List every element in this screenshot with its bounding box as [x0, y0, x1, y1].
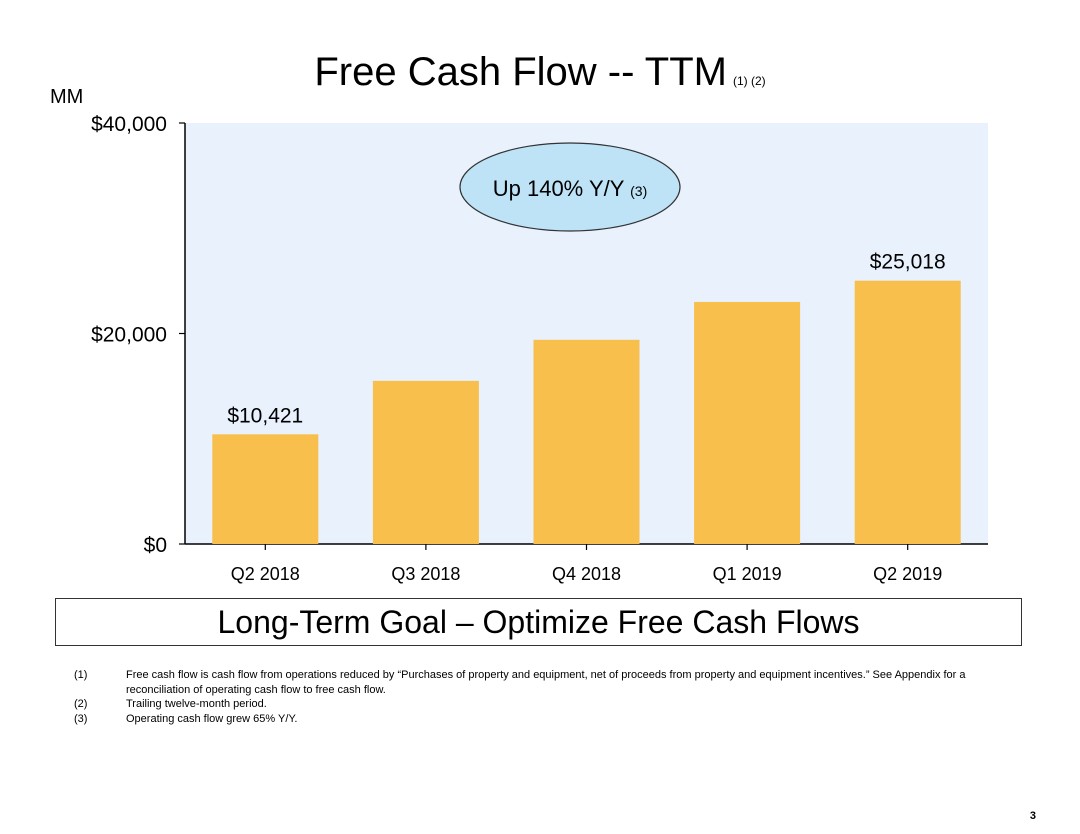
footnote: (3) Operating cash flow grew 65% Y/Y. — [74, 712, 1024, 727]
bar — [533, 339, 640, 544]
bar — [694, 301, 801, 544]
callout-main-text: Up 140% Y/Y — [493, 176, 630, 201]
data-label: $25,018 — [870, 251, 946, 274]
footnote: (2) Trailing twelve-month period. — [74, 697, 1024, 712]
footnote-text: Trailing twelve-month period. — [126, 698, 267, 710]
x-tick-label: Q1 2019 — [713, 564, 782, 584]
page-number: 3 — [1029, 810, 1036, 822]
y-tick-label: $40,000 — [91, 113, 167, 136]
footnote-number: (2) — [74, 698, 88, 710]
x-tick-label: Q2 2019 — [873, 564, 942, 584]
chart-title: Free Cash Flow -- TTM (1) (2) — [0, 50, 1080, 95]
chart-title-text: Free Cash Flow -- TTM — [314, 50, 727, 94]
footnote: (1) Free cash flow is cash flow from ope… — [74, 668, 1024, 697]
goal-box: Long-Term Goal – Optimize Free Cash Flow… — [55, 598, 1022, 646]
bar — [854, 280, 961, 544]
x-tick-label: Q2 2018 — [231, 564, 300, 584]
bar — [372, 380, 479, 544]
title-footnote-refs: (1) (2) — [732, 74, 766, 88]
callout-text: Up 140% Y/Y (3) — [493, 176, 648, 201]
x-tick-label: Q3 2018 — [391, 564, 460, 584]
bar-chart: $0 $20,000 $40,000 Q2 2018 $10,421 Q3 2018 Q4 … — [91, 113, 988, 584]
callout-ellipse — [459, 142, 681, 232]
footnote-number: (1) — [74, 669, 88, 681]
footnotes: (1) Free cash flow is cash flow from ope… — [74, 668, 1024, 726]
y-tick-label: $0 — [144, 534, 167, 557]
callout-footnote-ref: (3) — [630, 183, 647, 199]
footnote-text: Free cash flow is cash flow from operati… — [126, 669, 966, 696]
bar — [212, 434, 319, 544]
x-tick-label: Q4 2018 — [552, 564, 621, 584]
footnote-text: Operating cash flow grew 65% Y/Y. — [126, 712, 298, 725]
y-unit-label: MM — [50, 86, 84, 108]
footnote-number: (3) — [74, 712, 88, 725]
data-label: $10,421 — [227, 404, 303, 427]
y-tick-label: $20,000 — [91, 324, 167, 347]
